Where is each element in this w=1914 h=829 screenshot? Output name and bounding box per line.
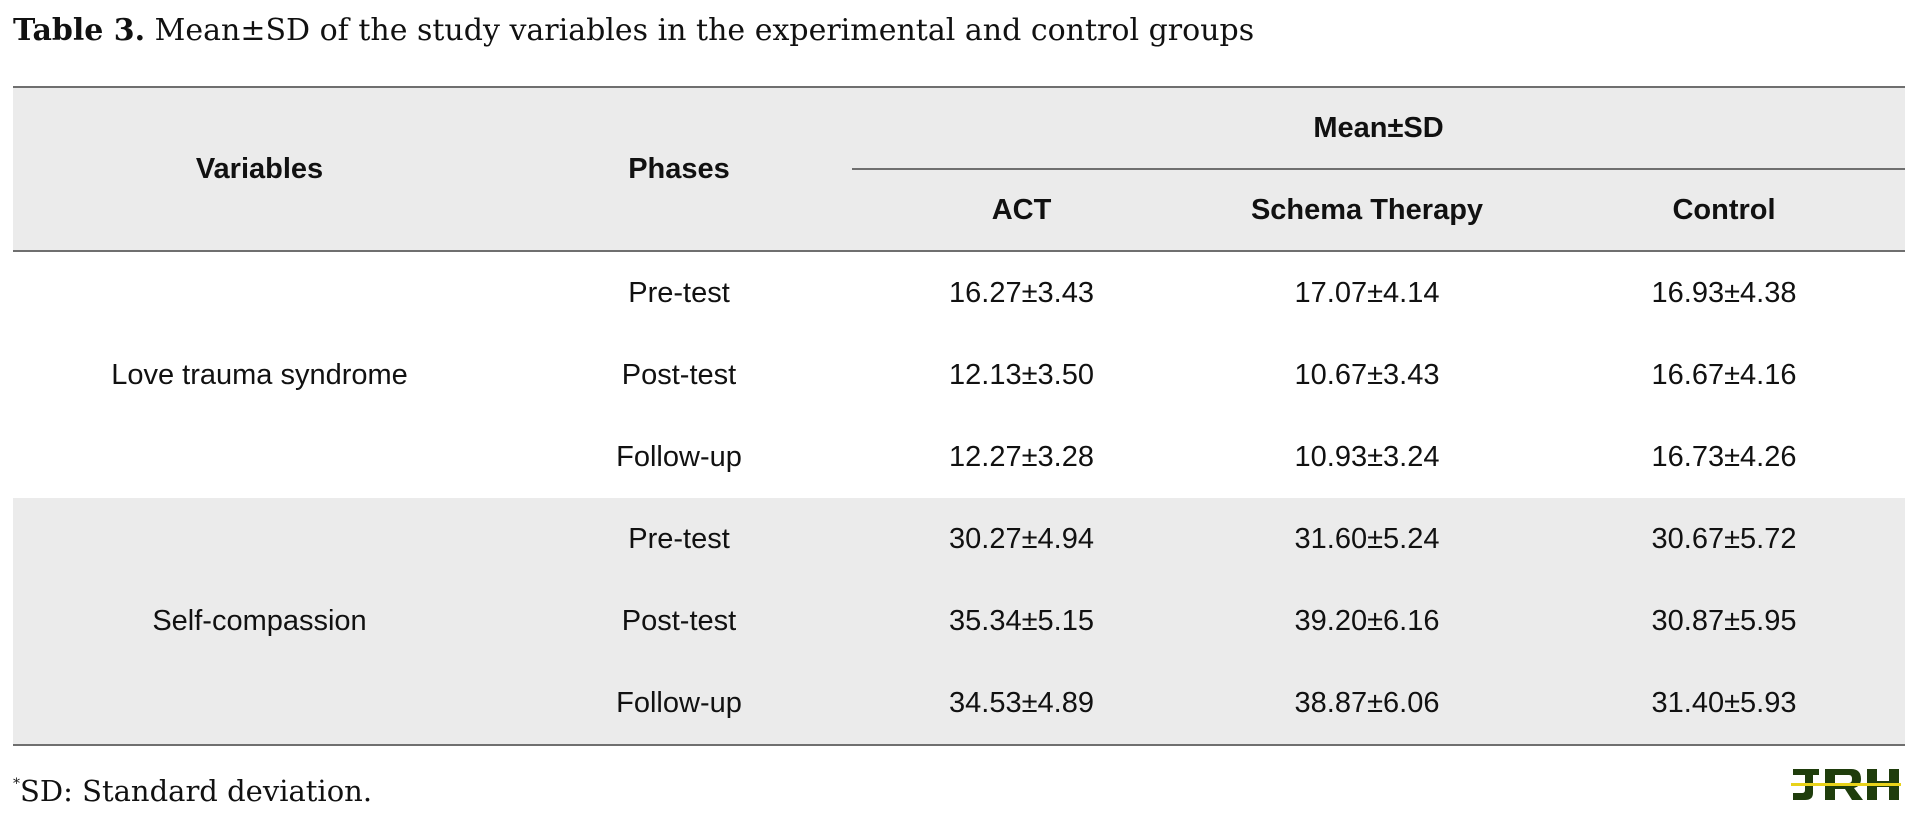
act-cell: 30.27±4.94 bbox=[852, 498, 1191, 580]
schema-cell: 31.60±5.24 bbox=[1191, 498, 1543, 580]
header-row-sub: ACT Schema Therapy Control bbox=[13, 169, 1906, 252]
schema-cell: 10.93±3.24 bbox=[1294, 440, 1440, 473]
header-act: ACT bbox=[852, 169, 1191, 252]
act-cell: 12.13±3.50 bbox=[949, 358, 1094, 391]
control-cell: 16.67±4.16 bbox=[1651, 358, 1797, 391]
phase-cell: Post-test bbox=[506, 580, 852, 662]
act-cell: 35.34±5.15 bbox=[852, 580, 1191, 662]
control-cell: 16.93±4.38 bbox=[1651, 276, 1797, 309]
data-table: Variables Phases Mean±SD ACT Schema Ther… bbox=[13, 86, 1906, 746]
header-row-top: Variables Phases Mean±SD bbox=[13, 86, 1906, 252]
table-caption: Table 3. Mean±SD of the study variables … bbox=[13, 10, 1254, 52]
jrh-logo bbox=[1791, 769, 1901, 800]
control-cell: 30.87±5.95 bbox=[1543, 580, 1906, 662]
table-row: Follow-up 34.53±4.89 38.87±6.06 31.40±5.… bbox=[13, 662, 1906, 746]
table-caption-text: Mean±SD of the study variables in the ex… bbox=[145, 13, 1255, 48]
variable-cell: Love trauma syndrome bbox=[111, 358, 408, 391]
table-row: Follow-up 12.27±3.28 10.93±3.24 16.73±4.… bbox=[13, 416, 1905, 498]
table-row: Love trauma syndrome Pre-test 16.27±3.43… bbox=[13, 251, 1905, 391]
footnote: *SD: Standard deviation. bbox=[13, 774, 372, 808]
act-cell: 34.53±4.89 bbox=[852, 662, 1191, 746]
phase-cell: Follow-up bbox=[506, 662, 852, 746]
phase-cell: Pre-test bbox=[506, 498, 852, 580]
table-row: Post-test 35.34±5.15 39.20±6.16 30.87±5.… bbox=[13, 580, 1906, 662]
footnote-text: SD: Standard deviation. bbox=[20, 774, 373, 808]
header-schema-therapy: Schema Therapy bbox=[1191, 169, 1543, 252]
header-phases: Phases bbox=[506, 86, 852, 252]
phase-cell: Pre-test bbox=[628, 276, 730, 309]
table-row: Self-compassion Pre-test 30.27±4.94 31.6… bbox=[13, 498, 1906, 746]
schema-cell: 38.87±6.06 bbox=[1191, 662, 1543, 746]
control-cell: 31.40±5.93 bbox=[1543, 662, 1906, 746]
schema-cell: 17.07±4.14 bbox=[1294, 276, 1440, 309]
logo-highlight bbox=[1791, 783, 1901, 786]
header-variables: Variables bbox=[13, 86, 506, 252]
table-row: Post-test 12.13±3.50 10.67±3.43 16.67±4.… bbox=[13, 334, 1905, 416]
act-cell: 12.27±3.28 bbox=[949, 440, 1094, 473]
footnote-marker: * bbox=[13, 776, 20, 792]
schema-cell: 39.20±6.16 bbox=[1191, 580, 1543, 662]
control-cell: 30.67±5.72 bbox=[1543, 498, 1906, 580]
header-mean-sd: Mean±SD bbox=[852, 86, 1906, 170]
schema-cell: 10.67±3.43 bbox=[1294, 358, 1440, 391]
phase-cell: Post-test bbox=[621, 358, 737, 391]
phase-cell: Follow-up bbox=[616, 440, 742, 473]
act-cell: 16.27±3.43 bbox=[949, 276, 1094, 309]
variable-cell: Self-compassion bbox=[13, 498, 506, 746]
table-caption-label: Table 3. bbox=[13, 13, 146, 48]
control-cell: 16.73±4.26 bbox=[1651, 440, 1797, 473]
header-control: Control bbox=[1543, 169, 1906, 252]
